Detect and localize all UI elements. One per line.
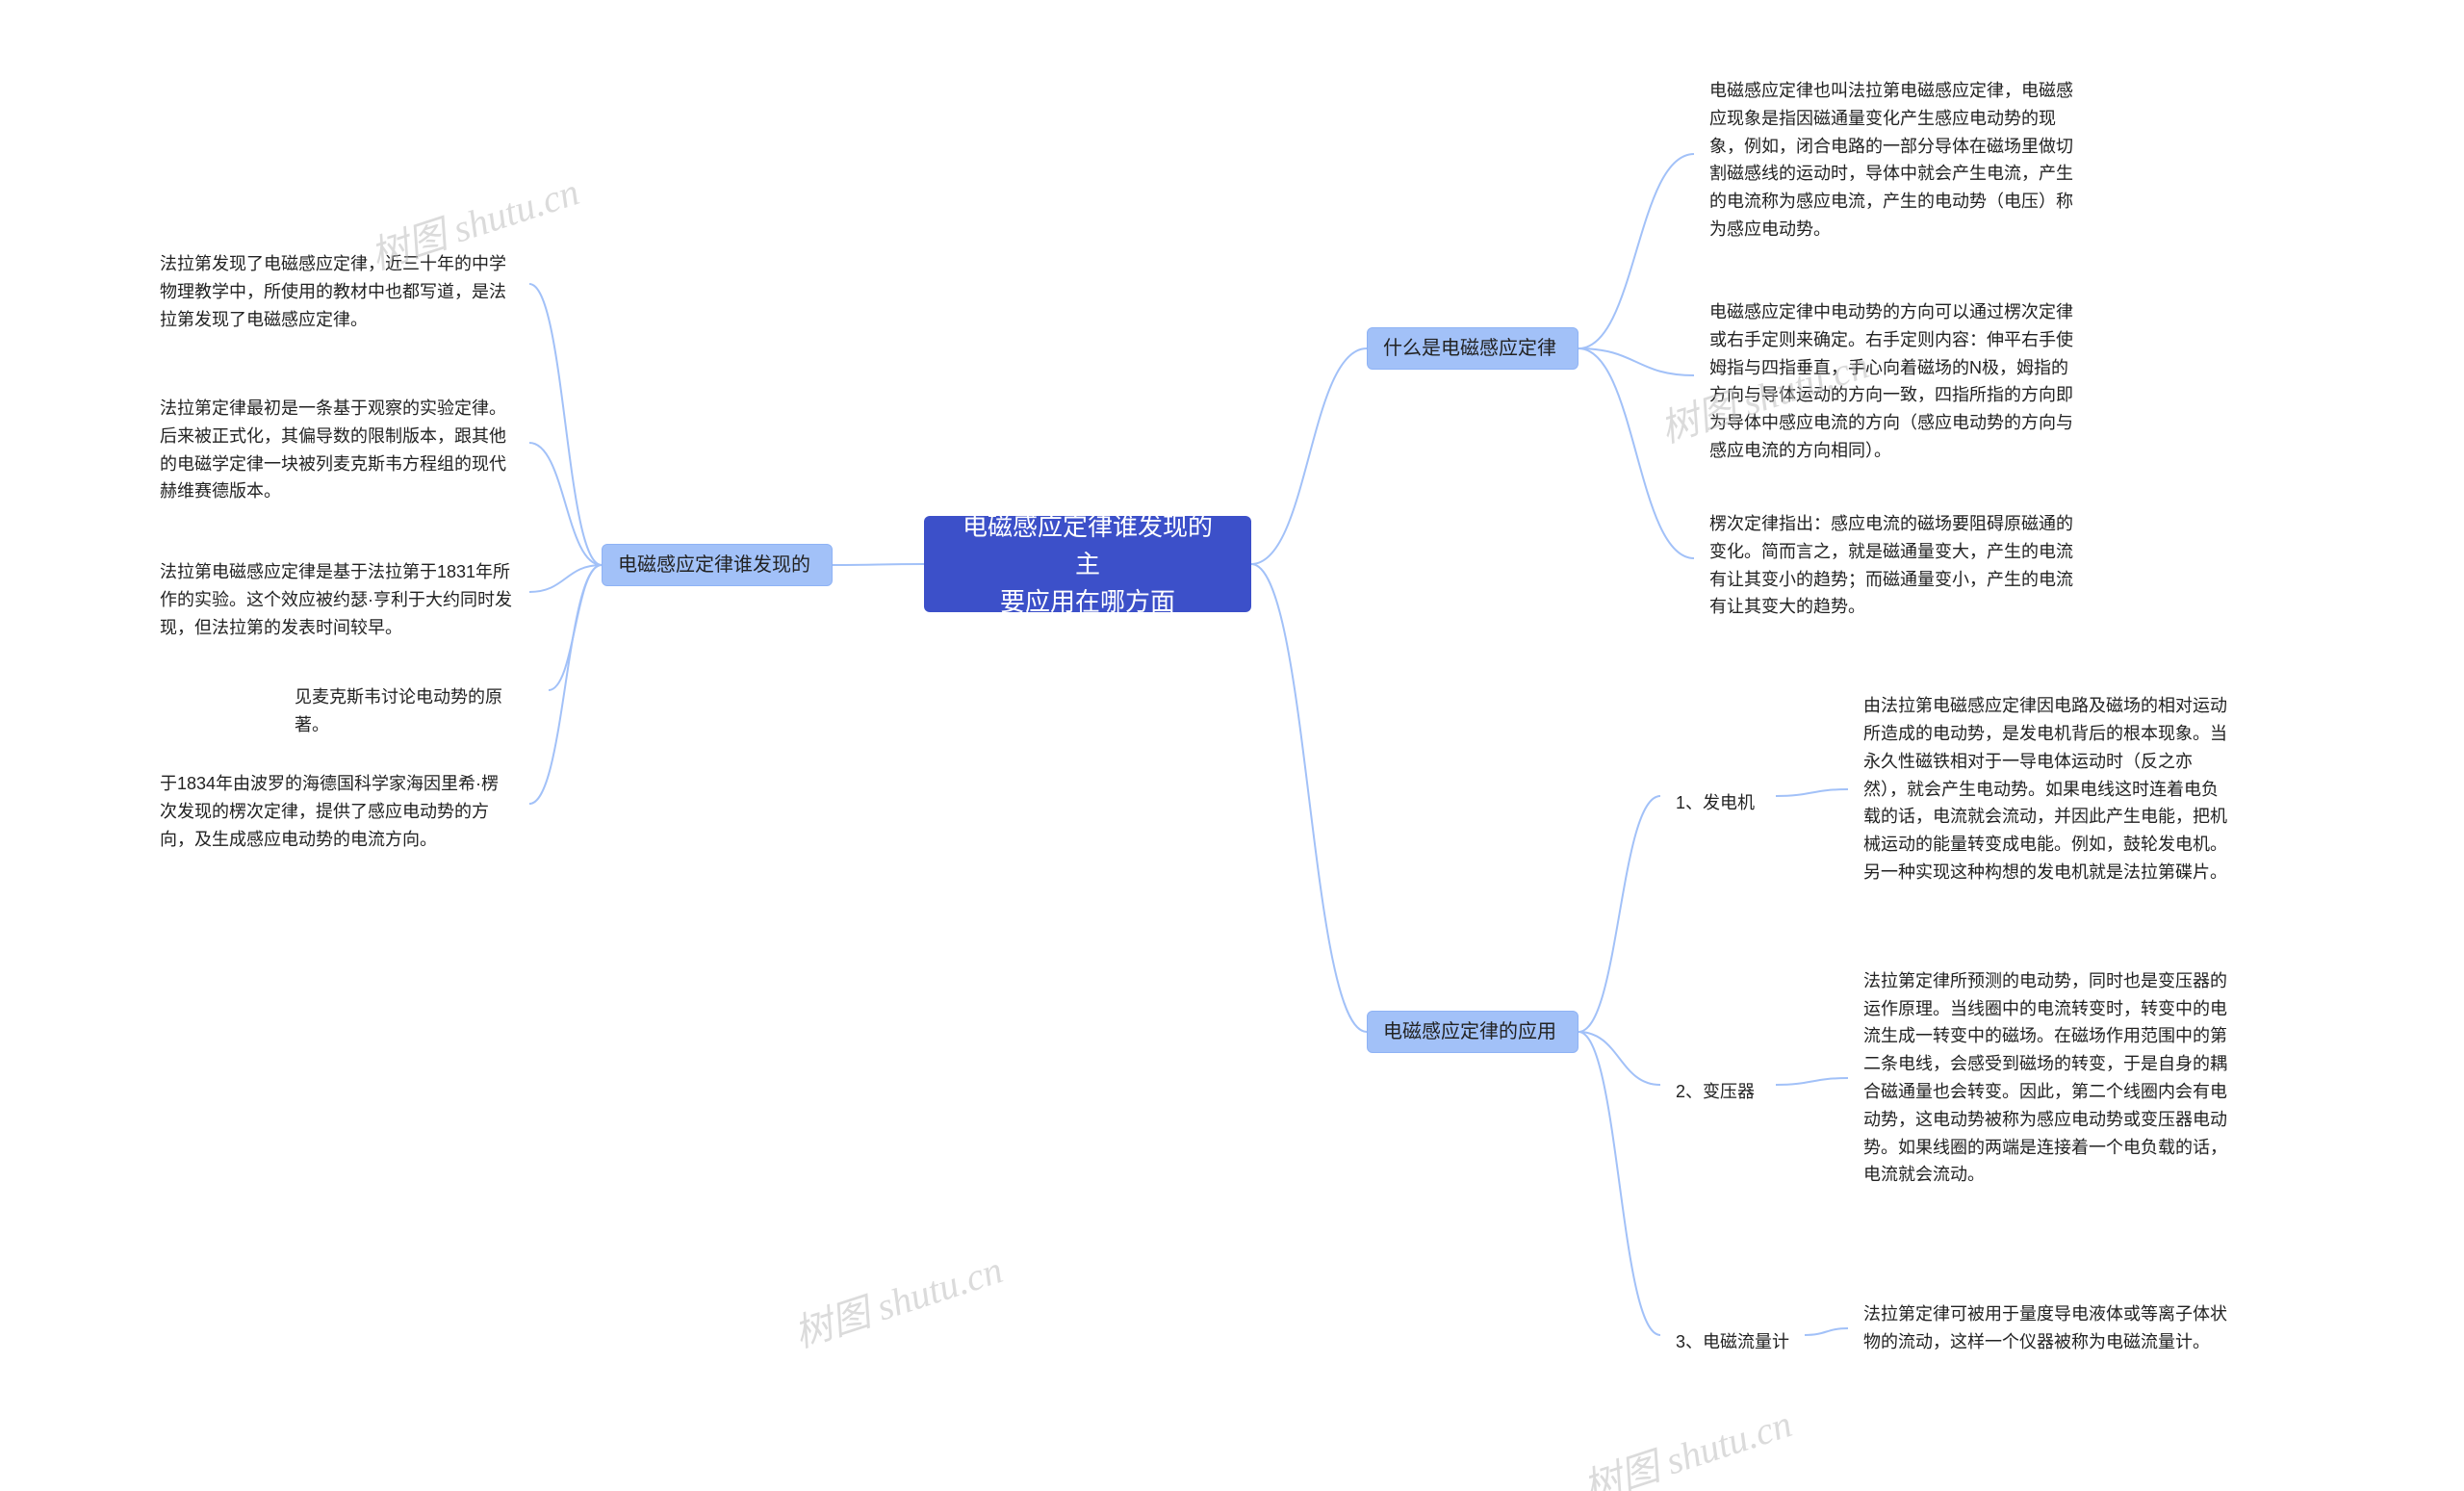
- root-node: 电磁感应定律谁发现的 主 要应用在哪方面: [924, 516, 1251, 612]
- root-line1: 电磁感应定律谁发现的 主: [947, 508, 1228, 583]
- root-line2: 要应用在哪方面: [1000, 583, 1175, 621]
- app-desc-1: 法拉第定律所预测的电动势，同时也是变压器的运作原理。当线圈中的电流转变时，转变中…: [1848, 953, 2243, 1203]
- branch-applications-label: 电磁感应定律的应用: [1383, 1017, 1556, 1046]
- watermark-3: 树图 shutu.cn: [1576, 1393, 1798, 1491]
- app-desc-2: 法拉第定律可被用于量度导电液体或等离子体状物的流动，这样一个仪器被称为电磁流量计…: [1848, 1290, 2243, 1367]
- app-sub-2: 3、电磁流量计: [1660, 1319, 1805, 1366]
- branch-what-is: 什么是电磁感应定律: [1367, 327, 1578, 370]
- watermark-2: 树图 shutu.cn: [786, 1239, 1009, 1359]
- whatis-leaf-1: 电磁感应定律中电动势的方向可以通过楞次定律或右手定则来确定。右手定则内容：伸平右…: [1694, 289, 2089, 475]
- whatis-leaf-0: 电磁感应定律也叫法拉第电磁感应定律，电磁感应现象是指因磁通量变化产生感应电动势的…: [1694, 67, 2089, 253]
- app-sub-0: 1、发电机: [1660, 780, 1776, 827]
- branch-applications: 电磁感应定律的应用: [1367, 1011, 1578, 1053]
- left-leaf-2: 法拉第电磁感应定律是基于法拉第于1831年所作的实验。这个效应被约瑟·亨利于大约…: [144, 549, 529, 651]
- app-sub-1: 2、变压器: [1660, 1068, 1776, 1116]
- left-leaf-3: 见麦克斯韦讨论电动势的原著。: [279, 674, 549, 749]
- whatis-leaf-2: 楞次定律指出：感应电流的磁场要阻碍原磁通的变化。简而言之，就是磁通量变大，产生的…: [1694, 501, 2089, 630]
- left-leaf-1: 法拉第定律最初是一条基于观察的实验定律。后来被正式化，其偏导数的限制版本，跟其他…: [144, 385, 529, 515]
- left-leaf-4: 于1834年由波罗的海德国科学家海因里希·楞次发现的楞次定律，提供了感应电动势的…: [144, 760, 529, 862]
- branch-who-discovered: 电磁感应定律谁发现的: [602, 544, 833, 586]
- branch-what-is-label: 什么是电磁感应定律: [1383, 334, 1556, 363]
- branch-who-discovered-label: 电磁感应定律谁发现的: [618, 551, 810, 579]
- left-leaf-0: 法拉第发现了电磁感应定律，近三十年的中学物理教学中，所使用的教材中也都写道，是法…: [144, 241, 529, 343]
- app-desc-0: 由法拉第电磁感应定律因电路及磁场的相对运动所造成的电动势，是发电机背后的根本现象…: [1848, 674, 2243, 905]
